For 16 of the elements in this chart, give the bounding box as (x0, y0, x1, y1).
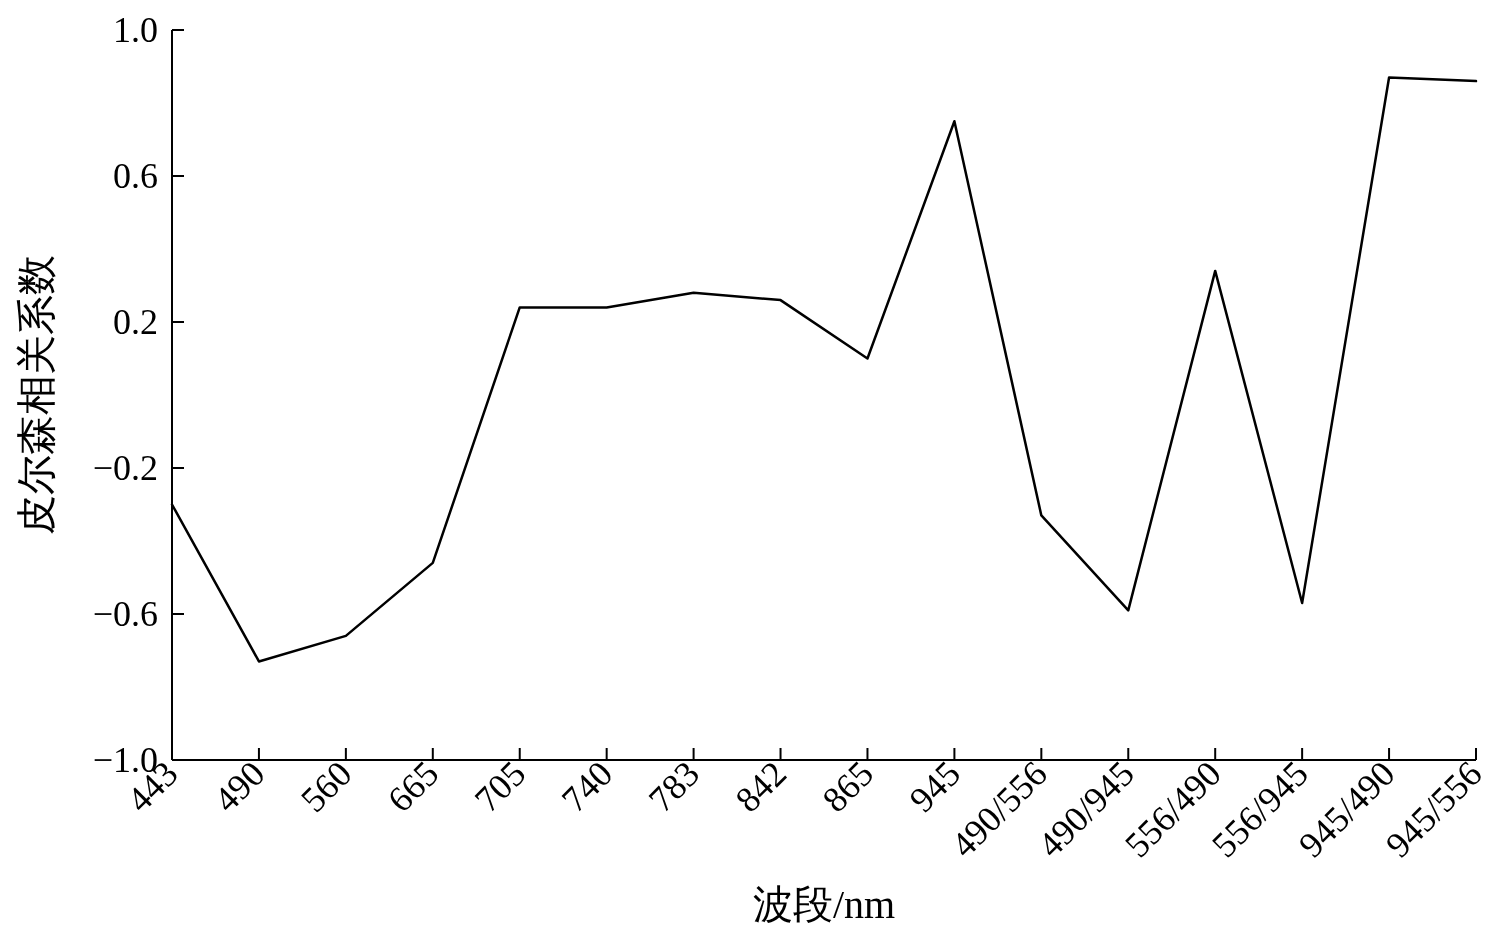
x-tick-label: 560 (293, 753, 360, 820)
x-tick-label: 783 (640, 753, 708, 820)
x-tick-label: 865 (814, 753, 882, 820)
x-tick-label: 842 (727, 753, 795, 820)
x-tick-label: 705 (466, 753, 534, 820)
x-tick-label: 665 (379, 753, 447, 820)
y-tick-label: −0.6 (92, 594, 158, 634)
x-axis-title: 波段/nm (752, 882, 896, 927)
x-tick-label: 945 (901, 753, 969, 820)
y-tick-label: −0.2 (92, 448, 158, 488)
x-tick-label: 490 (206, 753, 273, 820)
y-axis-title: 皮尔森相关系数 (14, 255, 59, 535)
y-tick-label: 0.2 (113, 302, 158, 342)
x-tick-label: 740 (553, 753, 621, 820)
y-tick-label: 1.0 (113, 10, 158, 50)
y-tick-label: 0.6 (113, 156, 158, 196)
